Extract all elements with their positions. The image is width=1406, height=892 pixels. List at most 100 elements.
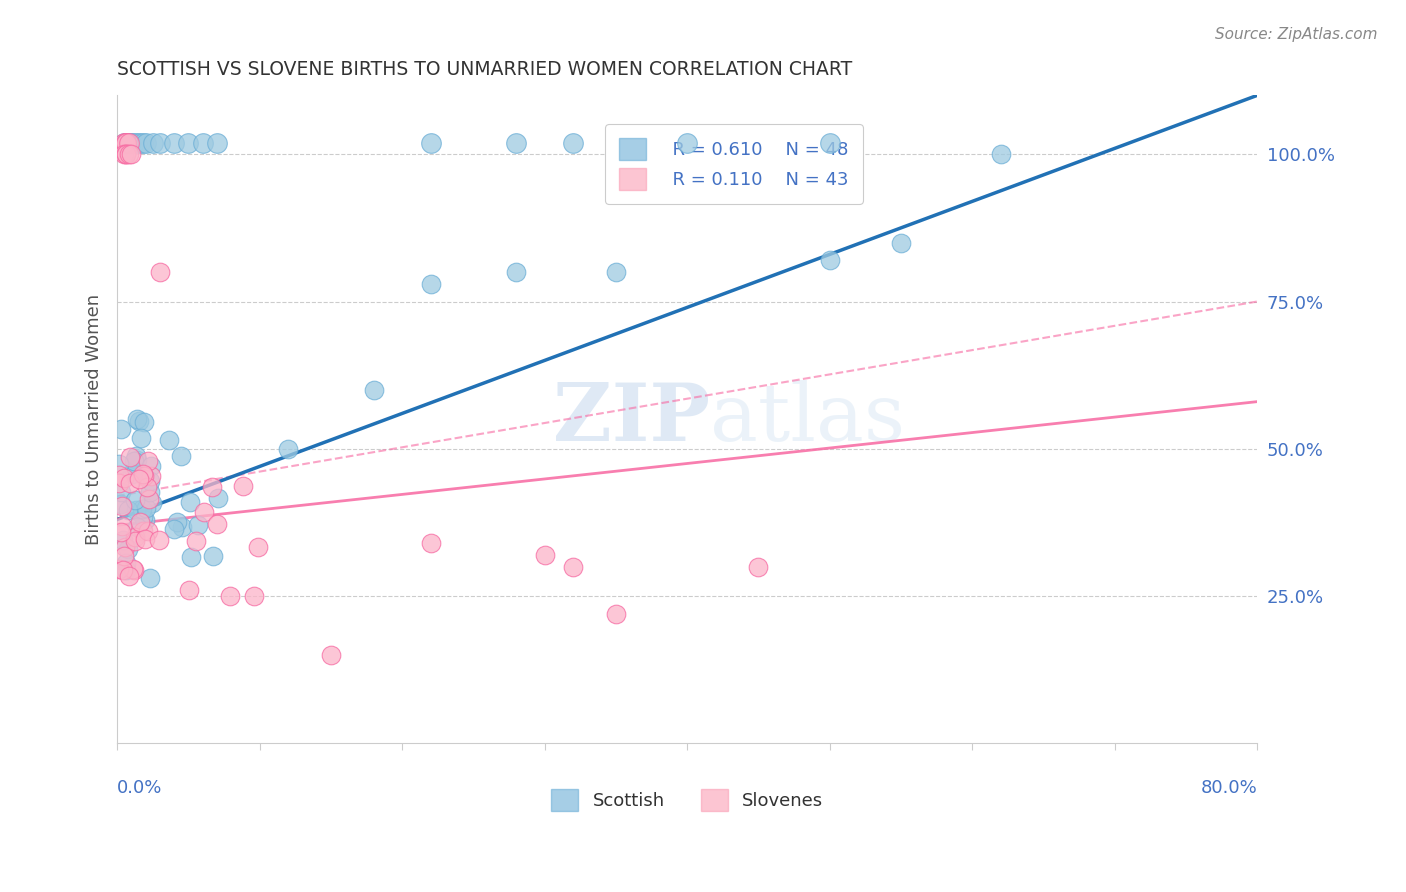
- Point: [124, 136, 146, 150]
- Point: [562, 136, 585, 150]
- Point: [110, 422, 132, 436]
- Point: [890, 235, 912, 250]
- Point: [201, 480, 224, 494]
- Point: [125, 449, 148, 463]
- Point: [118, 136, 141, 150]
- Point: [136, 454, 159, 468]
- Point: [117, 136, 139, 150]
- Point: [118, 568, 141, 582]
- Point: [115, 556, 138, 570]
- Point: [110, 485, 132, 500]
- Point: [818, 136, 841, 150]
- Point: [114, 136, 136, 150]
- Point: [134, 416, 156, 430]
- Point: [319, 648, 342, 662]
- Point: [138, 571, 160, 585]
- Point: [120, 147, 142, 161]
- Point: [157, 433, 180, 447]
- Point: [112, 136, 135, 150]
- Point: [132, 136, 155, 150]
- Point: [247, 540, 270, 554]
- Point: [533, 548, 555, 562]
- Point: [232, 479, 254, 493]
- Point: [114, 541, 136, 555]
- Text: ZIP: ZIP: [553, 380, 710, 458]
- Point: [149, 136, 172, 150]
- Point: [122, 463, 145, 477]
- Point: [193, 505, 215, 519]
- Point: [125, 503, 148, 517]
- Point: [121, 467, 143, 481]
- Point: [114, 136, 136, 150]
- Point: [127, 136, 149, 150]
- Point: [129, 515, 152, 529]
- Text: SCOTTISH VS SLOVENE BIRTHS TO UNMARRIED WOMEN CORRELATION CHART: SCOTTISH VS SLOVENE BIRTHS TO UNMARRIED …: [117, 60, 852, 78]
- Point: [110, 497, 132, 511]
- Point: [676, 136, 699, 150]
- Point: [136, 524, 159, 539]
- Point: [170, 449, 193, 463]
- Point: [163, 522, 186, 536]
- Point: [117, 503, 139, 517]
- Point: [114, 147, 136, 161]
- Point: [163, 136, 186, 150]
- Point: [132, 510, 155, 524]
- Point: [141, 495, 163, 509]
- Point: [131, 501, 153, 516]
- Point: [205, 136, 228, 150]
- Text: 80.0%: 80.0%: [1201, 779, 1257, 797]
- Point: [124, 493, 146, 508]
- Point: [363, 383, 385, 397]
- Point: [205, 517, 228, 532]
- Point: [111, 519, 134, 533]
- Point: [419, 136, 441, 150]
- Point: [132, 468, 155, 483]
- Point: [135, 481, 157, 495]
- Point: [127, 520, 149, 534]
- Point: [108, 562, 131, 576]
- Point: [191, 136, 214, 150]
- Point: [177, 583, 200, 598]
- Point: [108, 468, 131, 483]
- Point: [117, 541, 139, 556]
- Point: [114, 136, 136, 150]
- Point: [118, 450, 141, 465]
- Text: 0.0%: 0.0%: [117, 779, 163, 797]
- Point: [202, 549, 225, 563]
- Point: [990, 147, 1012, 161]
- Point: [111, 499, 134, 513]
- Point: [187, 517, 209, 532]
- Point: [112, 471, 135, 485]
- Point: [108, 457, 131, 471]
- Point: [505, 136, 527, 150]
- Point: [818, 253, 841, 268]
- Point: [124, 563, 146, 577]
- Point: [138, 491, 160, 506]
- Point: [125, 412, 148, 426]
- Point: [179, 495, 201, 509]
- Point: [148, 533, 170, 547]
- Point: [243, 589, 266, 603]
- Point: [128, 472, 150, 486]
- Point: [124, 533, 146, 548]
- Point: [122, 454, 145, 468]
- Point: [131, 432, 153, 446]
- Legend: Scottish, Slovenes: Scottish, Slovenes: [544, 782, 831, 818]
- Point: [207, 491, 229, 506]
- Text: Source: ZipAtlas.com: Source: ZipAtlas.com: [1215, 27, 1378, 42]
- Y-axis label: Births to Unmarried Women: Births to Unmarried Women: [86, 293, 103, 545]
- Point: [132, 467, 155, 481]
- Point: [134, 533, 156, 547]
- Point: [166, 515, 188, 529]
- Point: [142, 136, 165, 150]
- Point: [117, 147, 139, 161]
- Point: [605, 265, 627, 279]
- Point: [115, 136, 138, 150]
- Point: [138, 474, 160, 488]
- Point: [177, 136, 200, 150]
- Point: [122, 562, 145, 576]
- Point: [110, 524, 132, 539]
- Point: [747, 559, 769, 574]
- Point: [112, 549, 135, 564]
- Point: [114, 147, 136, 161]
